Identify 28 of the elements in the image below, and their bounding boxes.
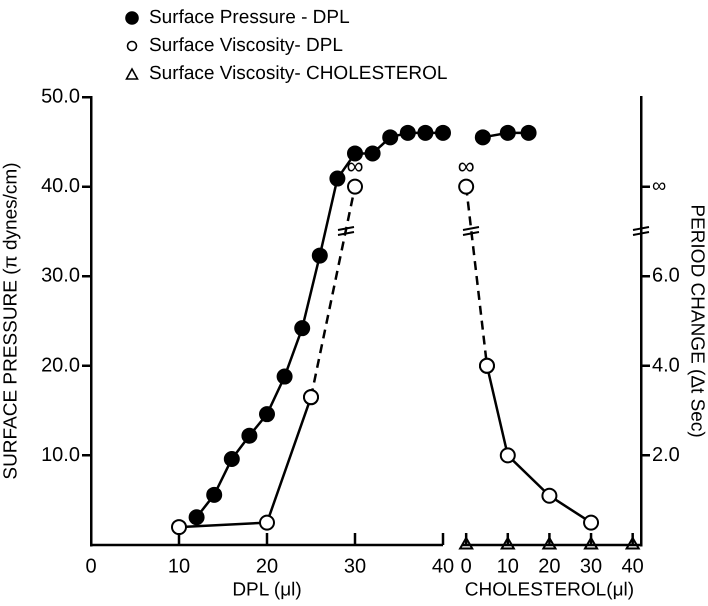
x-tick-label: 10 — [168, 556, 190, 578]
legend-label: Surface Viscosity- DPL — [149, 35, 343, 57]
y2-tick-label: 4.0 — [652, 354, 680, 376]
x-tick-label: 0 — [85, 556, 97, 578]
x-axis-title: DPL (μl) — [232, 580, 302, 601]
x-tick-label: 40 — [432, 556, 454, 578]
x-tick-label: 30 — [344, 556, 366, 578]
legend-label: Surface Pressure - DPL — [149, 7, 350, 29]
y-tick-label: 40.0 — [41, 175, 80, 198]
x-tick-label: 30 — [580, 556, 602, 578]
x-tick-label: 20 — [256, 556, 278, 578]
y2-axis-title: PERIOD CHANGE (Δt Sec) — [686, 204, 708, 438]
y2-tick-label: 6.0 — [652, 264, 680, 287]
x-tick-label: 10 — [496, 556, 519, 578]
y-tick-label: 50.0 — [41, 86, 80, 108]
x-axis-title: CHOLESTEROL(μl) — [464, 580, 634, 601]
legend-label: Surface Viscosity- CHOLESTEROL — [149, 63, 448, 85]
x-tick-label: 40 — [622, 556, 644, 578]
y-tick-label: 20.0 — [41, 354, 80, 376]
y-tick-label: 30.0 — [41, 264, 80, 287]
y2-tick-label: ∞ — [652, 175, 666, 198]
data-label: ∞ — [346, 153, 364, 180]
y2-tick-label: 2.0 — [652, 444, 680, 466]
x-tick-label: 20 — [538, 556, 561, 578]
y-axis-title: SURFACE PRESSURE (π dynes/cm) — [0, 162, 22, 480]
y-tick-label: 10.0 — [41, 444, 80, 466]
data-label: ∞ — [458, 153, 475, 180]
x-tick-label: 0 — [460, 556, 472, 578]
